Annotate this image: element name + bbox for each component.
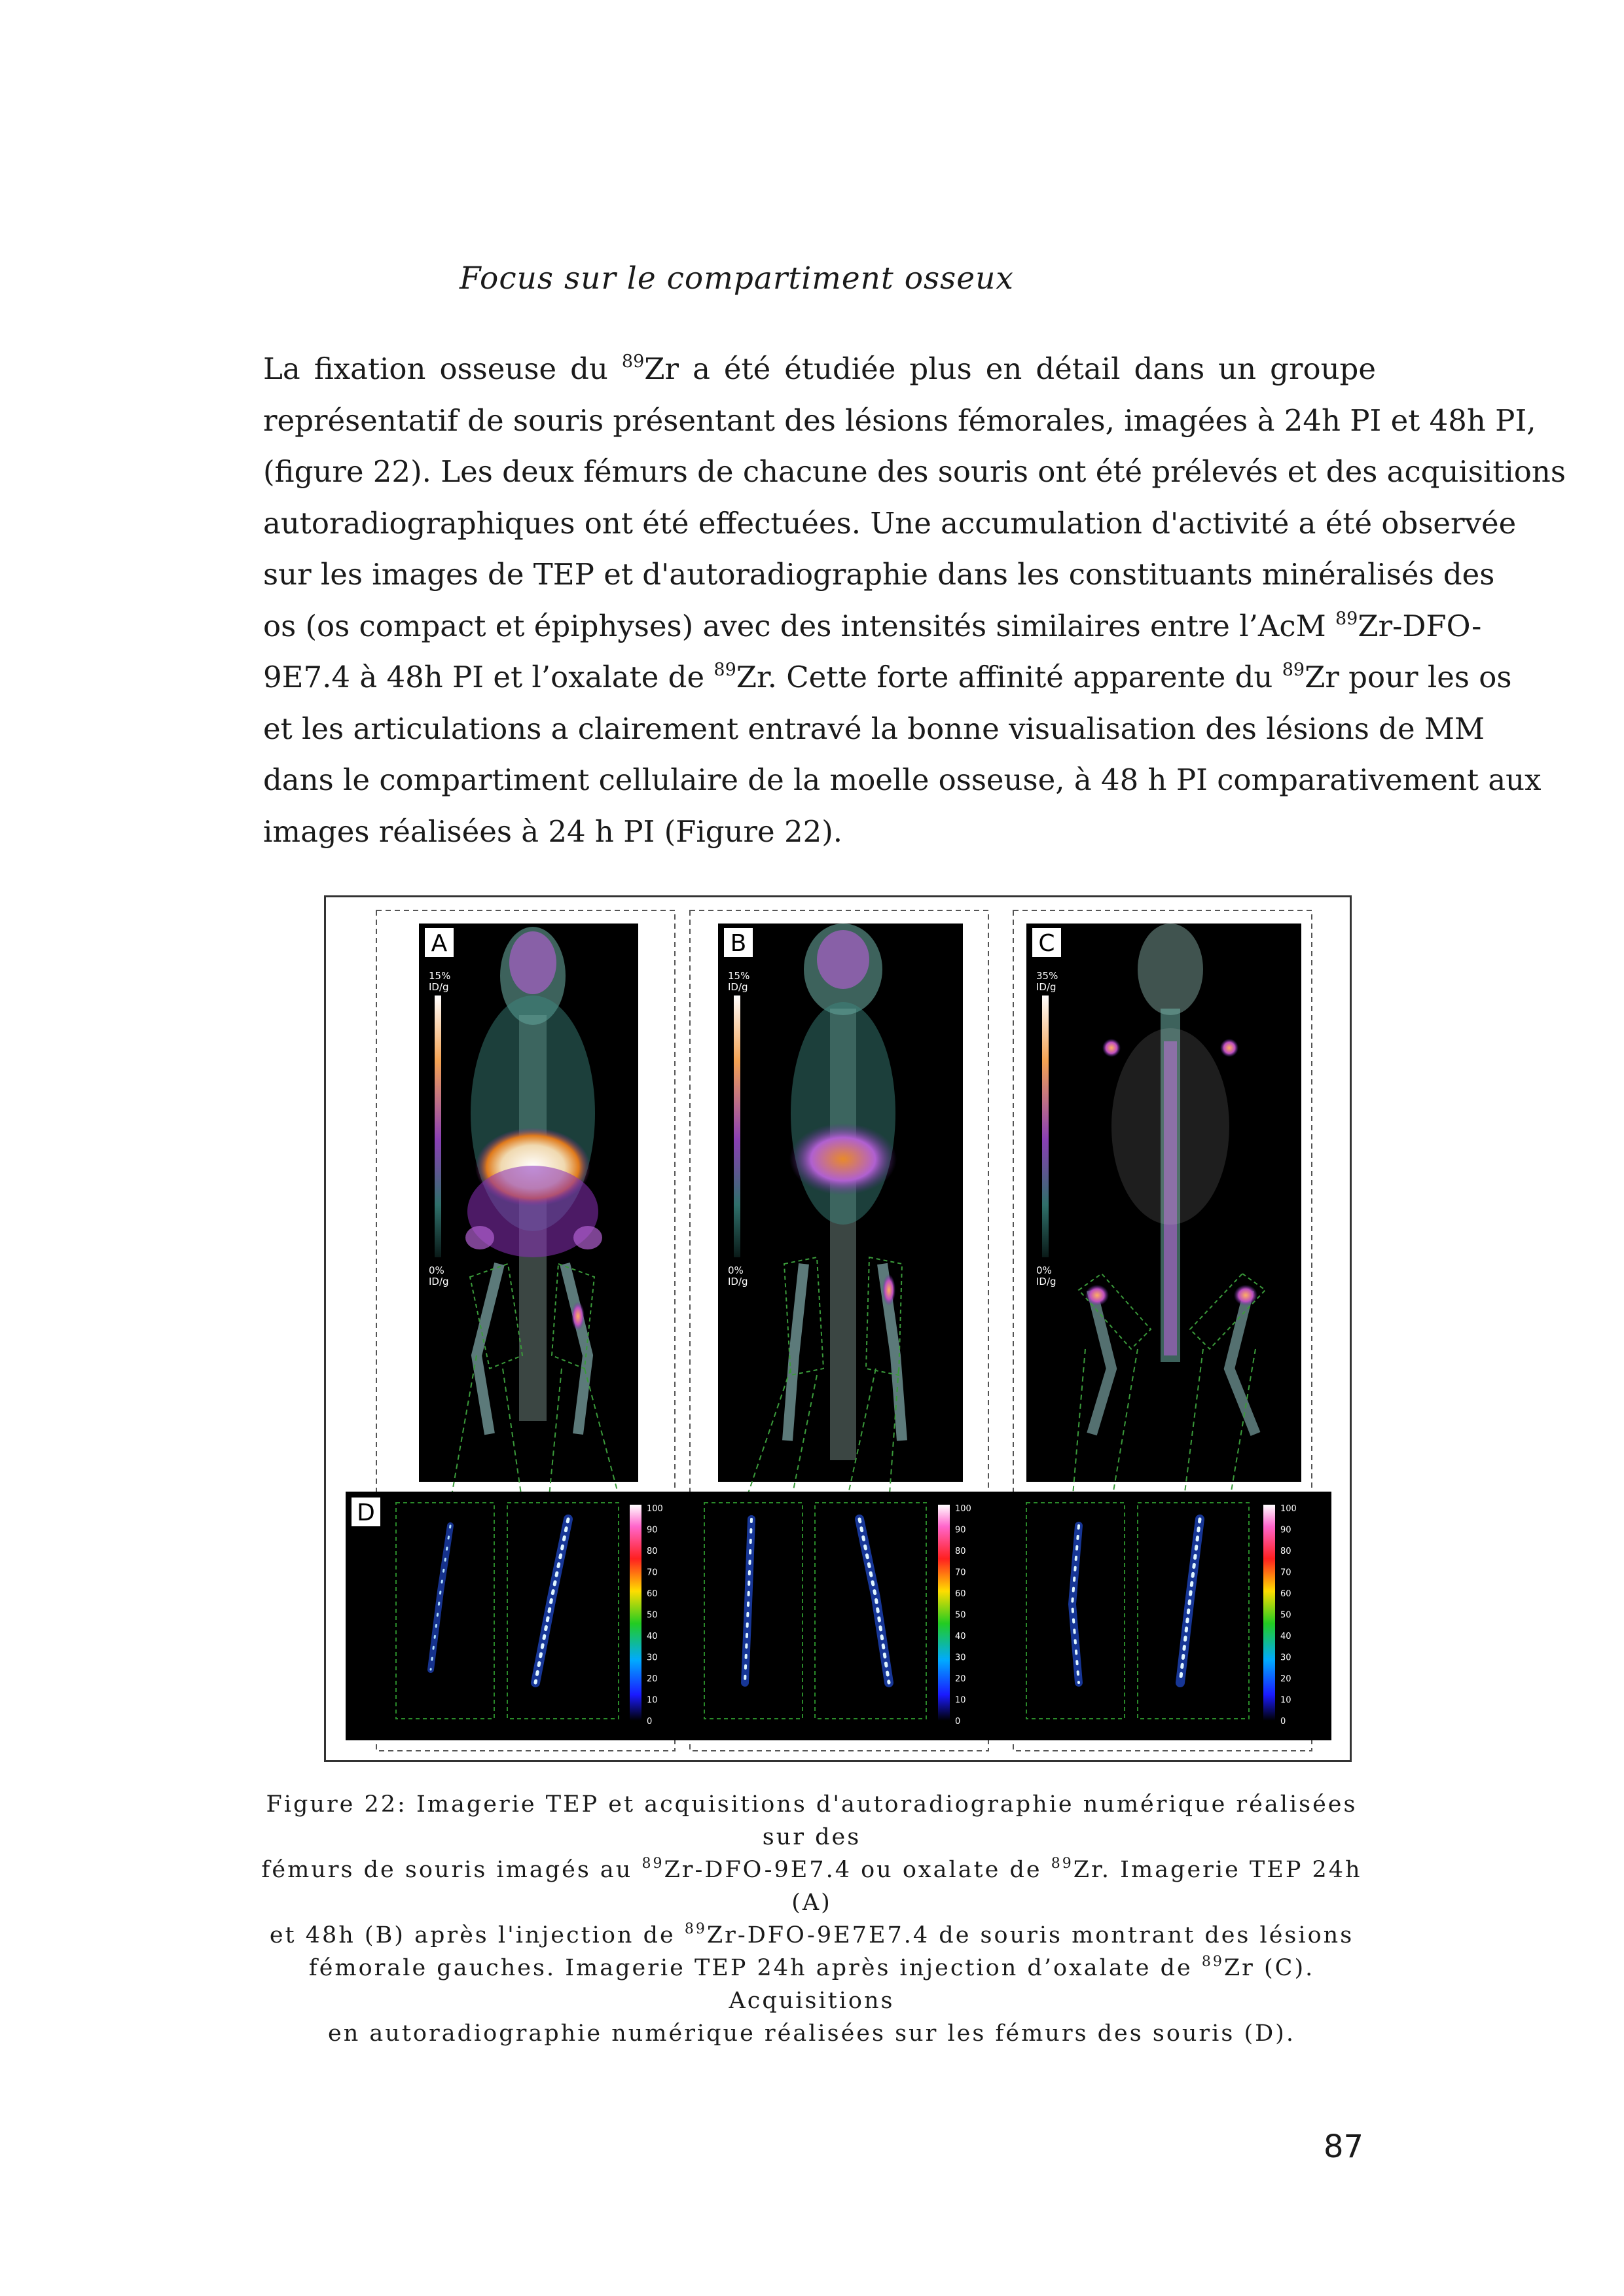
svg-text:ID/g: ID/g <box>1036 981 1056 993</box>
autorad-scale-label: 90 <box>1280 1526 1291 1535</box>
autoradiography-panel-d: D <box>346 1492 1331 1740</box>
autorad-scale-label: 80 <box>647 1547 658 1556</box>
autorad-scale-label: 90 <box>647 1526 658 1535</box>
svg-text:15%: 15% <box>728 970 749 982</box>
pet-color-scale <box>734 996 740 1257</box>
mouse-c <box>1077 924 1267 1436</box>
autorad-scale-label: 10 <box>955 1696 966 1706</box>
paragraph-line: La fixation osseuse du 89Zr a été étudié… <box>263 351 1376 386</box>
svg-text:ID/g: ID/g <box>429 981 449 993</box>
svg-text:0%: 0% <box>728 1265 744 1276</box>
paragraph-line: (figure 22). Les deux fémurs de chacune … <box>263 454 1566 489</box>
autorad-scale-label: 40 <box>647 1632 658 1641</box>
autorad-scale-label: 100 <box>647 1504 663 1514</box>
paragraph-line: dans le compartiment cellulaire de la mo… <box>263 762 1542 797</box>
pet-panel-a: A 15% ID/g 0% ID/g <box>419 924 638 1482</box>
autorad-scale-label: 40 <box>955 1632 966 1641</box>
autorad-scale-label: 30 <box>1280 1653 1291 1663</box>
autorad-scale-label: 30 <box>647 1653 658 1663</box>
caption-line: Figure 22: Imagerie TEP et acquisitions … <box>266 1791 1358 1850</box>
autorad-scale-label: 40 <box>1280 1632 1291 1641</box>
body-paragraph: La fixation osseuse du 89Zr a été étudié… <box>263 344 1566 857</box>
paragraph-line: et les articulations a clairement entrav… <box>263 711 1485 746</box>
autorad-scale-label: 0 <box>647 1717 652 1727</box>
autorad-scale-label: 60 <box>1280 1589 1291 1599</box>
paragraph-line: os (os compact et épiphyses) avec des in… <box>263 608 1482 643</box>
caption-line: fémurs de souris imagés au 89Zr-DFO-9E7.… <box>261 1856 1362 1916</box>
svg-text:ID/g: ID/g <box>1036 1276 1056 1287</box>
paragraph-line: représentatif de souris présentant des l… <box>263 403 1536 438</box>
pet-panel-c: C 35% ID/g 0% ID/g <box>1026 924 1301 1482</box>
section-heading: Focus sur le compartiment osseux <box>460 260 1014 296</box>
svg-text:15%: 15% <box>429 970 450 982</box>
autorad-scale-label: 70 <box>955 1568 966 1578</box>
autorad-scale-label: 70 <box>647 1568 658 1578</box>
paragraph-line: images réalisées à 24 h PI (Figure 22). <box>263 814 843 849</box>
autorad-scale-label: 50 <box>955 1611 966 1621</box>
autorad-scale-label: 100 <box>1280 1504 1297 1514</box>
caption-line: fémorale gauches. Imagerie TEP 24h après… <box>308 1954 1315 2015</box>
panel-letter-b: B <box>731 930 747 957</box>
autorad-scale-label: 20 <box>647 1674 658 1684</box>
autorad-scale-label: 20 <box>955 1674 966 1684</box>
autorad-scale-label: 50 <box>1280 1611 1291 1621</box>
svg-text:ID/g: ID/g <box>728 981 748 993</box>
svg-text:0%: 0% <box>1036 1265 1052 1276</box>
caption-line: en autoradiographie numérique réalisées … <box>328 2020 1295 2047</box>
autorad-scale-label: 60 <box>955 1589 966 1599</box>
pet-panel-b: B 15% ID/g 0% ID/g <box>718 924 963 1482</box>
autorad-scale-label: 20 <box>1280 1674 1291 1684</box>
autorad-scale-label: 30 <box>955 1653 966 1663</box>
paragraph-line: sur les images de TEP et d'autoradiograp… <box>263 557 1495 592</box>
autorad-scale-label: 10 <box>1280 1696 1291 1706</box>
autorad-scale-label: 70 <box>1280 1568 1291 1578</box>
pet-color-scale <box>1042 996 1049 1257</box>
figure-caption: Figure 22: Imagerie TEP et acquisitions … <box>249 1788 1375 2050</box>
mouse-a <box>465 927 602 1435</box>
svg-text:35%: 35% <box>1036 970 1058 982</box>
autorad-scale-label: 60 <box>647 1589 658 1599</box>
paragraph-line: 9E7.4 à 48h PI et l’oxalate de 89Zr. Cet… <box>263 660 1512 694</box>
autorad-scale-label: 0 <box>1280 1717 1286 1727</box>
svg-text:0%: 0% <box>429 1265 444 1276</box>
autorad-scale-label: 50 <box>647 1611 658 1621</box>
caption-line: et 48h (B) après l'injection de 89Zr-DFO… <box>269 1921 1354 1949</box>
figure-image: A 15% ID/g 0% ID/g <box>346 910 1331 1751</box>
panel-letter-a: A <box>431 930 448 957</box>
autorad-scale-label: 0 <box>955 1717 960 1727</box>
svg-text:ID/g: ID/g <box>728 1276 748 1287</box>
panel-letter-c: C <box>1038 930 1055 957</box>
paragraph-line: autoradiographiques ont été effectuées. … <box>263 505 1517 541</box>
autorad-scale-label: 80 <box>1280 1547 1291 1556</box>
autorad-scale-label: 80 <box>955 1547 966 1556</box>
mouse-b <box>782 924 907 1460</box>
panel-letter-d: D <box>357 1499 375 1526</box>
autorad-scale-label: 10 <box>647 1696 658 1706</box>
page-number: 87 <box>1324 2128 1364 2165</box>
pet-color-scale <box>435 996 441 1257</box>
svg-text:ID/g: ID/g <box>429 1276 449 1287</box>
autorad-scale-label: 100 <box>955 1504 971 1514</box>
connector-lines <box>450 1348 1256 1503</box>
figure-22: A 15% ID/g 0% ID/g <box>324 895 1352 1762</box>
autorad-scale-label: 90 <box>955 1526 966 1535</box>
